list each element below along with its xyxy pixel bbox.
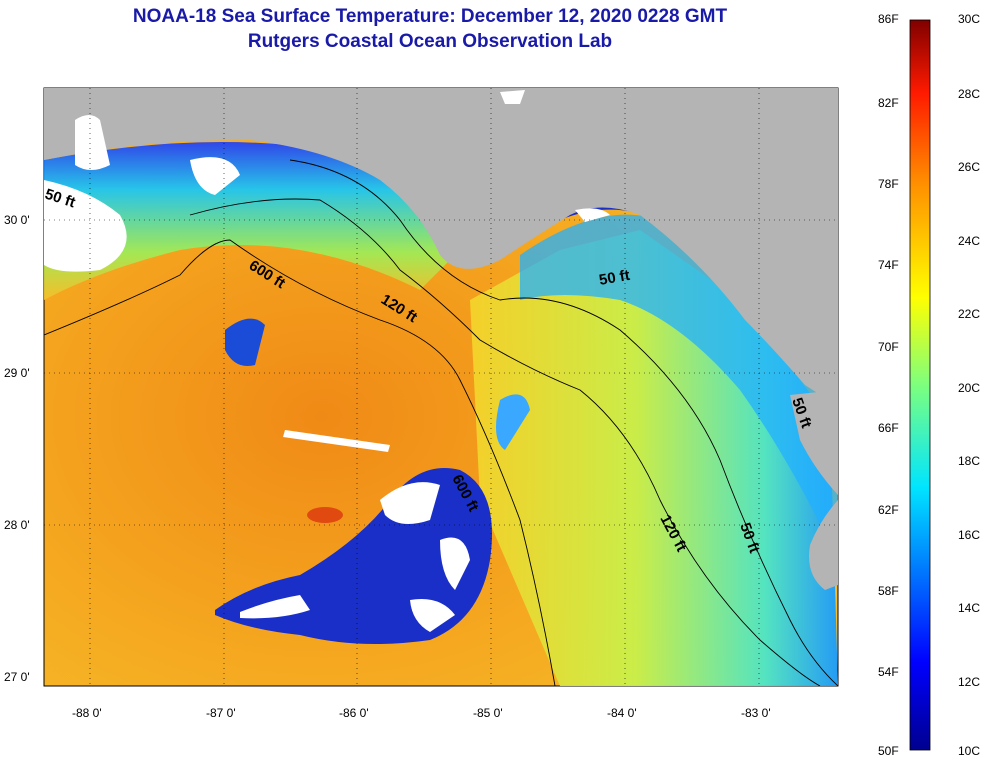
colorbar-f-label: 66F <box>878 421 899 435</box>
colorbar-f-label: 82F <box>878 96 899 110</box>
colorbar-c-label: 10C <box>958 744 981 758</box>
lon-label: -84 0' <box>607 706 637 720</box>
colorbar-c-label: 12C <box>958 675 981 689</box>
colorbar-c-label: 16C <box>958 528 981 542</box>
map-title: NOAA-18 Sea Surface Temperature: Decembe… <box>132 6 728 27</box>
colorbar-c-label: 26C <box>958 160 981 174</box>
lat-label: 28 0' <box>4 518 30 532</box>
contour-600ft <box>44 239 556 686</box>
colorbar-c-label: 24C <box>958 234 981 248</box>
land-mass <box>44 88 838 405</box>
colorbar-f-label: 62F <box>878 503 899 517</box>
map-subtitle: Rutgers Coastal Ocean Observation Lab <box>247 31 613 52</box>
colorbar-c-label: 30C <box>958 12 981 26</box>
lat-label: 27 0' <box>4 670 30 684</box>
colorbar-f-label: 58F <box>878 584 899 598</box>
contour-120ft <box>189 198 821 686</box>
colorbar-f-label: 50F <box>878 744 899 758</box>
colorbar-f-label: 54F <box>878 665 899 679</box>
colorbar-c-label: 18C <box>958 454 981 468</box>
colorbar-c-label: 22C <box>958 307 981 321</box>
colorbar <box>909 19 931 751</box>
colorbar-f-label: 74F <box>878 258 899 272</box>
lat-label: 30 0' <box>4 213 30 227</box>
lat-label: 29 0' <box>4 366 30 380</box>
depth-contours <box>44 159 838 686</box>
colorbar-c-label: 28C <box>958 87 981 101</box>
lon-label: -86 0' <box>339 706 369 720</box>
colorbar-f-label: 86F <box>878 12 899 26</box>
contour-label: 50 ft <box>598 267 631 289</box>
lon-label: -87 0' <box>206 706 236 720</box>
colorbar-c-label: 20C <box>958 381 981 395</box>
colorbar-f-label: 70F <box>878 340 899 354</box>
colorbar-c-label: 14C <box>958 601 981 615</box>
lon-label: -85 0' <box>473 706 503 720</box>
lon-label: -83 0' <box>741 706 771 720</box>
contour-50ft <box>289 159 838 686</box>
colorbar-f-label: 78F <box>878 177 899 191</box>
lon-label: -88 0' <box>72 706 102 720</box>
